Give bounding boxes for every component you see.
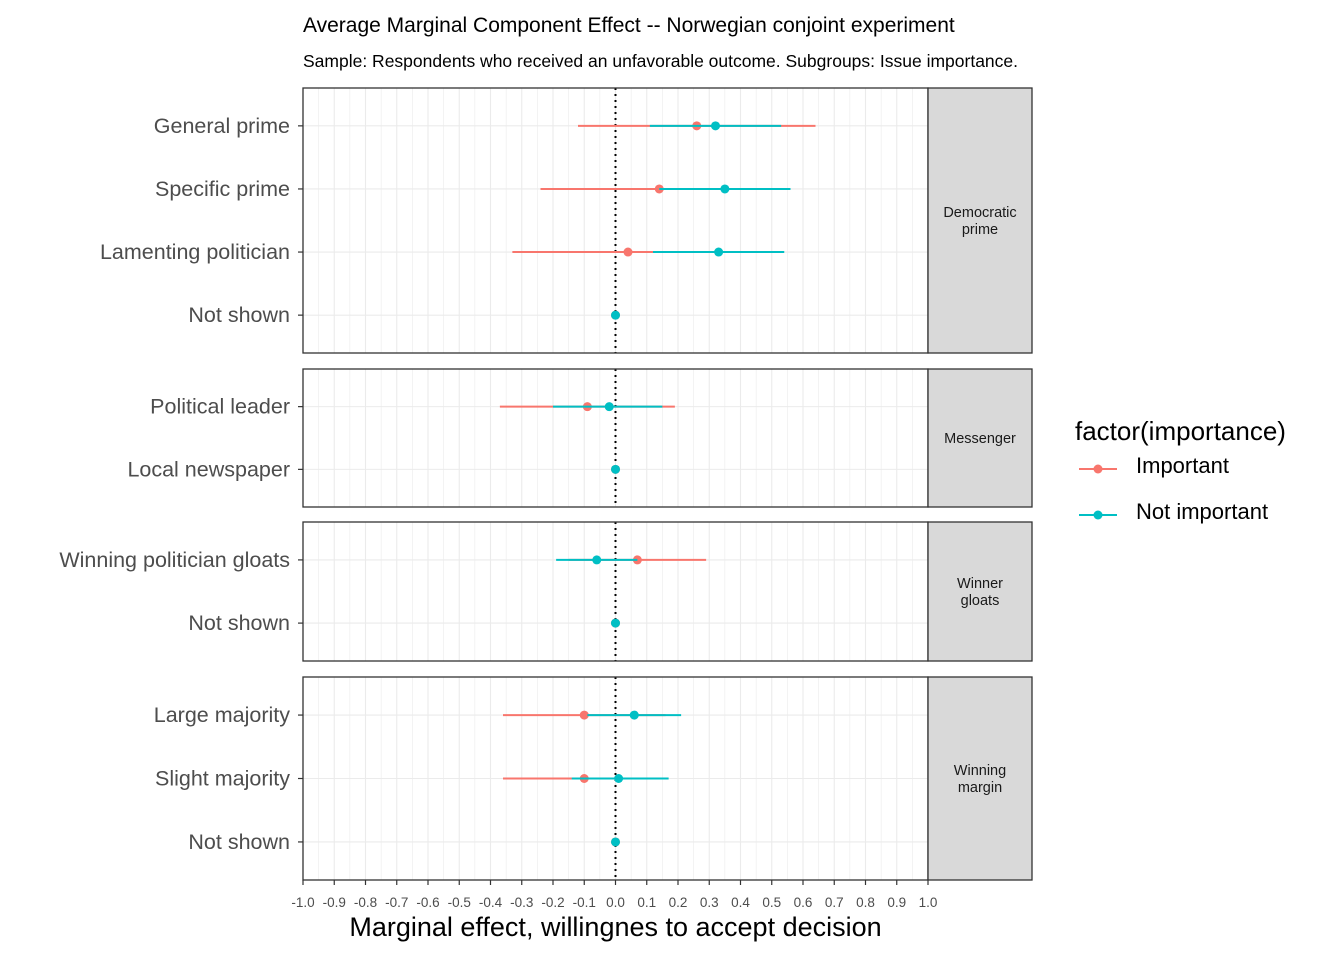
facet-strip-0 [927,87,1033,354]
facet-strip-label: prime [962,222,998,238]
point-not-important [611,618,620,628]
facet-strip-label: margin [958,780,1002,796]
legend-item-important: Important [1075,447,1286,493]
x-tick-label: 0.5 [762,895,781,910]
facet-strip-2 [927,521,1033,662]
facet-strip-label: Messenger [944,431,1016,447]
point-important [579,710,589,720]
x-tick-label: -0.9 [323,895,346,910]
x-tick-label: 0.4 [731,895,750,910]
x-axis-label: Marginal effect, willingnes to accept de… [349,912,882,942]
y-tick-label: Not shown [188,303,290,327]
y-tick-label: Local newspaper [127,457,290,481]
x-axis: -1.0 -0.9 -0.8 -0.7 -0.6 -0.5 -0.4 -0.3 -0.2 -0.1… [291,880,937,910]
facet-strip-label: Winning [954,763,1006,779]
point-not-important [714,247,724,257]
point-not-important [720,184,730,194]
x-tick-label: 0.0 [606,895,625,910]
facet-strip-1 [927,368,1033,508]
facet-panel-2: Winning politician gloats Not shown Winner… [59,521,1033,662]
facet-strip-3 [927,676,1033,881]
x-tick-label: -0.1 [573,895,596,910]
x-tick-label: 1.0 [919,895,938,910]
x-tick-label: -0.2 [541,895,564,910]
legend-key-important [1079,464,1117,474]
x-tick-label: -0.3 [510,895,533,910]
point-not-important [604,402,614,412]
point-not-important [711,121,720,131]
y-tick-label: Large majority [154,703,290,727]
y-tick-label: Not shown [188,830,290,854]
legend: factor(importance) Important Not importa… [1075,416,1286,539]
point-not-important [611,310,620,320]
chart-subtitle: Sample: Respondents who received an unfa… [303,51,1019,71]
x-tick-label: -0.8 [354,895,377,910]
x-tick-label: 0.3 [700,895,719,910]
x-tick-label: 0.8 [856,895,875,910]
x-tick-label: 0.9 [887,895,906,910]
legend-item-not-important: Not important [1075,493,1286,539]
facet-panel-0: General prime Specific prime Lamenting pol… [100,87,1033,354]
facet-strip-label: gloats [961,593,1000,609]
y-tick-label: Lamenting politician [100,240,290,264]
x-tick-label: -0.5 [448,895,471,910]
legend-key-not-important [1079,510,1117,520]
point-not-important [611,837,620,847]
x-tick-label: -0.7 [385,895,408,910]
y-tick-label: Political leader [150,395,290,419]
chart-title: Average Marginal Component Effect -- Nor… [303,14,955,37]
facet-panel-1: Political leader Local newspaper Messenger [127,368,1033,508]
facet-strip-label: Winner [957,576,1003,592]
point-not-important [629,710,639,720]
point-important [623,247,633,257]
legend-label-important: Important [1136,453,1229,478]
y-tick-label: Slight majority [155,767,290,791]
legend-title: factor(importance) [1075,416,1286,446]
x-tick-label: 0.1 [637,895,656,910]
x-tick-label: 0.7 [825,895,844,910]
x-tick-label: -0.6 [416,895,439,910]
x-tick-label: 0.2 [669,895,688,910]
facet-strip-label: Democratic [943,205,1016,221]
point-not-important [611,464,620,474]
x-tick-label: -0.4 [479,895,503,910]
x-tick-label: 0.6 [794,895,813,910]
y-tick-label: Not shown [188,611,290,635]
facet-panel-3: Large majority Slight majority Not shown Wi… [154,676,1033,881]
y-tick-label: Specific prime [155,177,290,201]
legend-label-not-important: Not important [1136,499,1269,524]
point-not-important [614,774,624,783]
y-tick-label: Winning politician gloats [59,548,290,572]
x-tick-label: -1.0 [291,895,314,910]
y-tick-label: General prime [154,114,290,138]
point-not-important [592,555,602,565]
